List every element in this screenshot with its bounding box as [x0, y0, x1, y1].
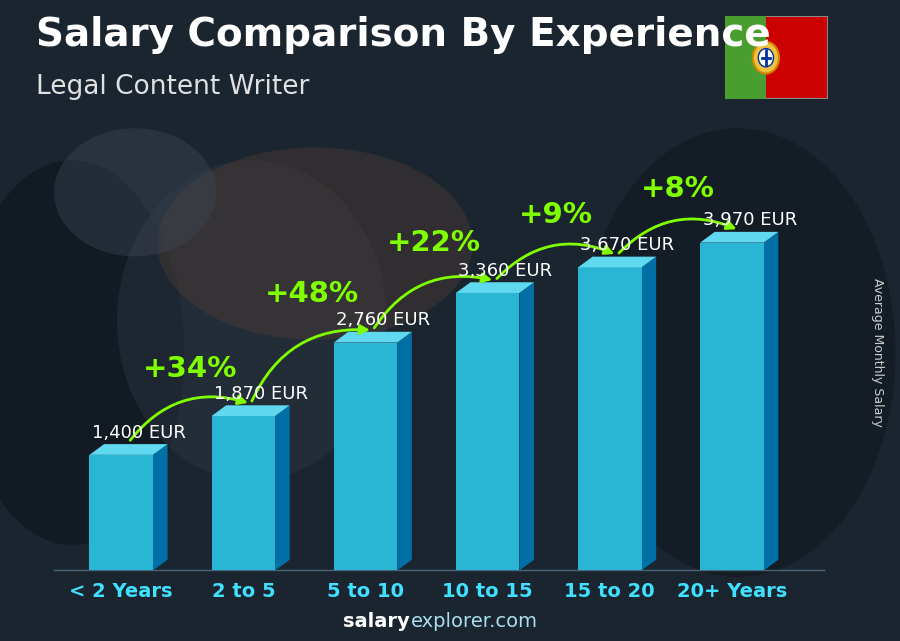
Text: 3,670 EUR: 3,670 EUR [580, 236, 675, 254]
Polygon shape [578, 256, 656, 267]
Polygon shape [334, 332, 412, 342]
Polygon shape [212, 405, 290, 416]
Bar [578, 267, 642, 570]
Text: 3,360 EUR: 3,360 EUR [458, 262, 553, 279]
Ellipse shape [158, 147, 473, 340]
Polygon shape [153, 444, 167, 570]
Polygon shape [275, 405, 290, 570]
Polygon shape [89, 444, 167, 455]
Text: 2,760 EUR: 2,760 EUR [337, 312, 430, 329]
Text: Legal Content Writer: Legal Content Writer [36, 74, 310, 100]
Bar [334, 342, 397, 570]
Text: +34%: +34% [142, 355, 237, 383]
Polygon shape [763, 232, 778, 570]
Text: Salary Comparison By Experience: Salary Comparison By Experience [36, 16, 770, 54]
Text: salary: salary [343, 612, 410, 631]
Ellipse shape [117, 160, 387, 481]
Text: +9%: +9% [519, 201, 593, 229]
Polygon shape [642, 256, 656, 570]
Bar [456, 293, 519, 570]
Polygon shape [700, 232, 778, 242]
Text: Average Monthly Salary: Average Monthly Salary [871, 278, 884, 427]
Text: explorer.com: explorer.com [411, 612, 538, 631]
Text: 1,870 EUR: 1,870 EUR [214, 385, 308, 403]
Ellipse shape [0, 160, 184, 545]
Bar [212, 416, 275, 570]
Circle shape [752, 42, 779, 74]
Text: 1,400 EUR: 1,400 EUR [92, 424, 185, 442]
Polygon shape [519, 282, 534, 570]
Text: 3,970 EUR: 3,970 EUR [703, 212, 796, 229]
Polygon shape [456, 282, 534, 293]
Polygon shape [397, 332, 412, 570]
Bar [700, 242, 763, 570]
Ellipse shape [580, 128, 896, 577]
Bar [724, 16, 766, 99]
Text: +8%: +8% [641, 175, 716, 203]
Text: +22%: +22% [387, 229, 481, 256]
Bar [89, 455, 153, 570]
Text: +48%: +48% [265, 280, 359, 308]
Circle shape [759, 49, 773, 67]
Ellipse shape [54, 128, 216, 256]
